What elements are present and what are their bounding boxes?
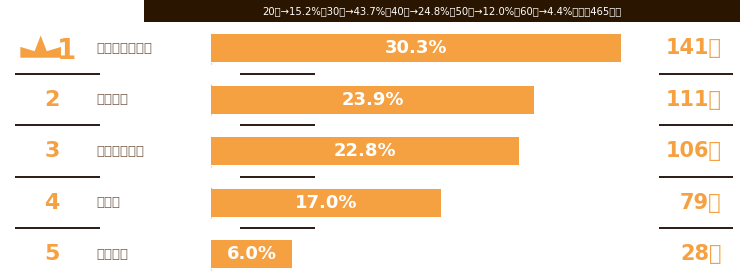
FancyBboxPatch shape xyxy=(144,0,740,22)
Text: 3: 3 xyxy=(44,141,59,161)
FancyBboxPatch shape xyxy=(211,137,519,165)
Text: 17.0%: 17.0% xyxy=(295,194,357,212)
Polygon shape xyxy=(21,36,61,58)
Text: 23.9%: 23.9% xyxy=(341,91,404,109)
Text: 合わない: 合わない xyxy=(96,248,128,261)
Text: 2: 2 xyxy=(44,90,59,110)
FancyBboxPatch shape xyxy=(211,85,534,114)
FancyBboxPatch shape xyxy=(211,188,441,217)
Text: 106人: 106人 xyxy=(665,141,722,161)
Text: 肌のしっとり感: 肌のしっとり感 xyxy=(96,42,152,55)
Text: 6.0%: 6.0% xyxy=(226,245,277,263)
FancyBboxPatch shape xyxy=(211,34,621,62)
Text: 無香料: 無香料 xyxy=(96,196,120,209)
Text: 22.8%: 22.8% xyxy=(334,142,397,160)
Text: 141人: 141人 xyxy=(665,38,722,58)
Text: 20代→15.2%・30代→43.7%・40代→24.8%・50代→12.0%・60代→4.4%（合計465名）: 20代→15.2%・30代→43.7%・40代→24.8%・50代→12.0%・… xyxy=(263,6,622,16)
Text: つけ心地: つけ心地 xyxy=(96,93,128,106)
Text: 30.3%: 30.3% xyxy=(385,39,447,57)
Text: 4: 4 xyxy=(44,193,59,213)
Text: 1: 1 xyxy=(57,37,76,65)
Text: 111人: 111人 xyxy=(665,90,722,110)
Text: 79人: 79人 xyxy=(680,193,722,213)
Text: 28人: 28人 xyxy=(680,244,722,264)
FancyBboxPatch shape xyxy=(211,240,292,269)
Text: 5: 5 xyxy=(44,244,59,264)
Text: べたつかなさ: べたつかなさ xyxy=(96,145,144,158)
